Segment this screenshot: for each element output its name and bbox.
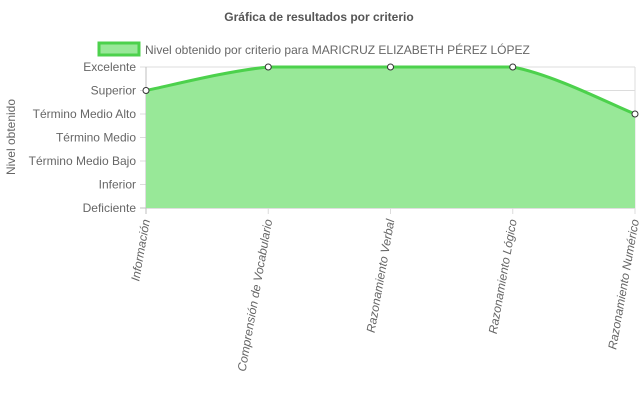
y-tick-label: Término Medio Bajo [29,154,137,168]
legend-swatch[interactable] [97,41,141,57]
y-axis-label: Nivel obtenido [4,99,18,175]
data-point[interactable] [631,110,639,118]
y-tick-label: Término Medio [56,131,136,145]
x-axis-ticks: Información Comprensión de Vocabulario Raz… [128,218,639,373]
x-tick-label: Razonamiento Lógico [486,218,520,335]
x-tick-label: Razonamiento Numérico [605,218,639,351]
y-tick-label: Superior [91,84,136,98]
chart-title: Gráfica de resultados por criterio [224,10,413,24]
data-point[interactable] [142,87,150,94]
data-point[interactable] [264,63,272,71]
y-axis-ticks: Deficiente Inferior Término Medio Bajo Térm… [29,60,137,215]
data-points [142,63,639,118]
x-tick-label: Razonamiento Verbal [364,218,398,334]
x-tick-label: Comprensión de Vocabulario [235,218,276,373]
y-tick-label: Término Medio Alto [33,107,137,121]
series-area [145,65,636,208]
y-tick-label: Excelente [83,60,136,74]
y-tick-label: Deficiente [83,201,137,215]
legend-label[interactable]: Nivel obtenido por criterio para MARICRU… [145,42,530,57]
data-point[interactable] [387,63,394,71]
data-point[interactable] [509,63,517,71]
x-tick-label: Información [128,218,153,282]
y-tick-label: Inferior [99,178,136,192]
series-area-fill [146,67,635,208]
